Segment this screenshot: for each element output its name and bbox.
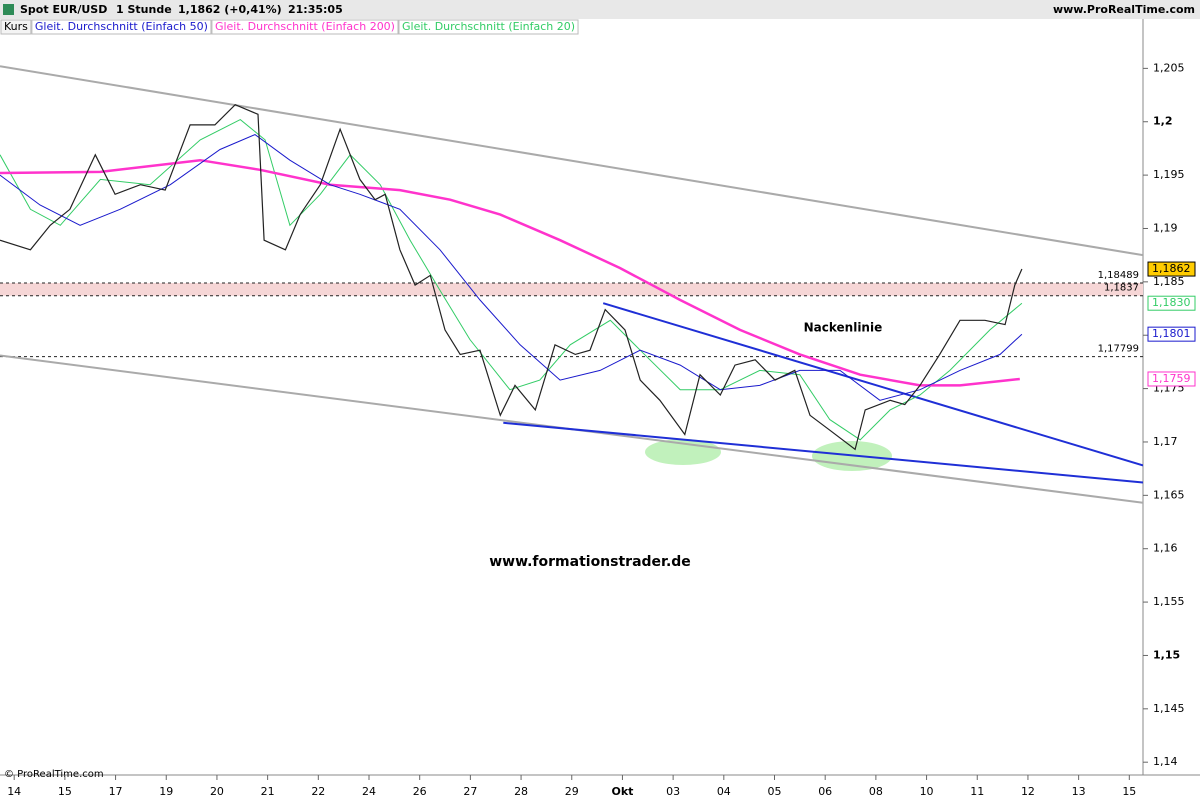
x-tick-label: 03	[666, 785, 680, 798]
x-tick-label: 20	[210, 785, 224, 798]
y-tick-label: 1,2	[1153, 115, 1173, 128]
last-value-box	[1147, 295, 1196, 311]
series-line	[0, 119, 1023, 441]
x-tick-label: 08	[869, 785, 883, 798]
y-tick-label: 1,15	[1153, 648, 1180, 661]
x-tick-label: 11	[970, 785, 984, 798]
x-tick-label: 27	[463, 785, 477, 798]
last-value-label: 1,1830	[1152, 296, 1191, 309]
level-band	[0, 283, 1143, 296]
y-tick-label: 1,19	[1153, 221, 1178, 234]
app-icon	[3, 4, 14, 15]
x-tick-label: 05	[768, 785, 782, 798]
x-tick-label: 10	[920, 785, 934, 798]
trend-line	[0, 65, 1143, 257]
level-label: 1,18489	[1098, 270, 1139, 281]
trend-line	[602, 302, 1143, 467]
y-tick-label: 1,195	[1153, 168, 1185, 181]
y-tick-label: 1,14	[1153, 755, 1178, 768]
time: 21:35:05	[288, 3, 343, 16]
x-tick-label: 19	[159, 785, 173, 798]
x-tick-label: 28	[514, 785, 528, 798]
y-tick-label: 1,145	[1153, 702, 1185, 715]
x-tick-label: 13	[1072, 785, 1086, 798]
level-label: 1,1837	[1104, 283, 1139, 294]
x-tick-label: 04	[717, 785, 731, 798]
series-line	[0, 103, 1023, 451]
x-tick-label: 15	[58, 785, 72, 798]
level-label: 1,17799	[1098, 344, 1139, 355]
legend-box	[211, 19, 399, 35]
instrument: Spot EUR/USD	[20, 3, 107, 16]
last-value-label: 1,1801	[1152, 327, 1191, 340]
watermark: www.formationstrader.de	[489, 554, 691, 570]
x-tick-label: 26	[413, 785, 427, 798]
x-tick-label: 14	[7, 785, 21, 798]
x-tick-label: 06	[818, 785, 832, 798]
last-value-box	[1147, 261, 1196, 277]
y-tick-label: 1,155	[1153, 595, 1185, 608]
last-value-label: 1,1862	[1152, 262, 1191, 275]
legend-entry: Gleit. Durchschnitt (Einfach 200)	[215, 20, 395, 33]
x-tick-label: 29	[565, 785, 579, 798]
last-value-box	[1147, 371, 1196, 387]
legend-box	[0, 19, 32, 35]
y-tick-label: 1,16	[1153, 542, 1178, 555]
last-value-box	[1147, 326, 1196, 342]
series-line	[0, 158, 1020, 387]
x-tick-label: 17	[109, 785, 123, 798]
legend-entry: Gleit. Durchschnitt (Einfach 50)	[35, 20, 208, 33]
legend-entry: Kurs	[4, 20, 28, 33]
interval: 1 Stunde	[116, 3, 172, 16]
legend-entry: Gleit. Durchschnitt (Einfach 20)	[402, 20, 575, 33]
quote: 1,1862 (+0,41%)	[178, 3, 282, 16]
trend-line	[503, 421, 1143, 484]
x-tick-label: 12	[1021, 785, 1035, 798]
x-tick-label: 15	[1122, 785, 1136, 798]
x-tick-label: Okt	[611, 785, 633, 798]
legend: Kurs Gleit. Durchschnitt (Einfach 50) Glei…	[0, 19, 579, 35]
x-tick-label: 21	[261, 785, 275, 798]
y-tick-label: 1,185	[1153, 275, 1185, 288]
series-line	[0, 134, 1023, 401]
last-value-label: 1,1759	[1152, 372, 1191, 385]
footer: © ProRealTime.com	[4, 769, 104, 780]
y-tick-label: 1,165	[1153, 488, 1185, 501]
x-tick-label: 22	[311, 785, 325, 798]
title-bar	[0, 0, 1200, 19]
x-tick-label: 24	[362, 785, 376, 798]
y-tick-label: 1,205	[1153, 61, 1185, 74]
plot-area	[0, 65, 1143, 504]
annotation: Nackenlinie	[804, 320, 883, 334]
legend-box	[398, 19, 579, 35]
y-tick-label: 1,17	[1153, 435, 1178, 448]
site: www.ProRealTime.com	[1053, 3, 1195, 16]
legend-box	[31, 19, 212, 35]
